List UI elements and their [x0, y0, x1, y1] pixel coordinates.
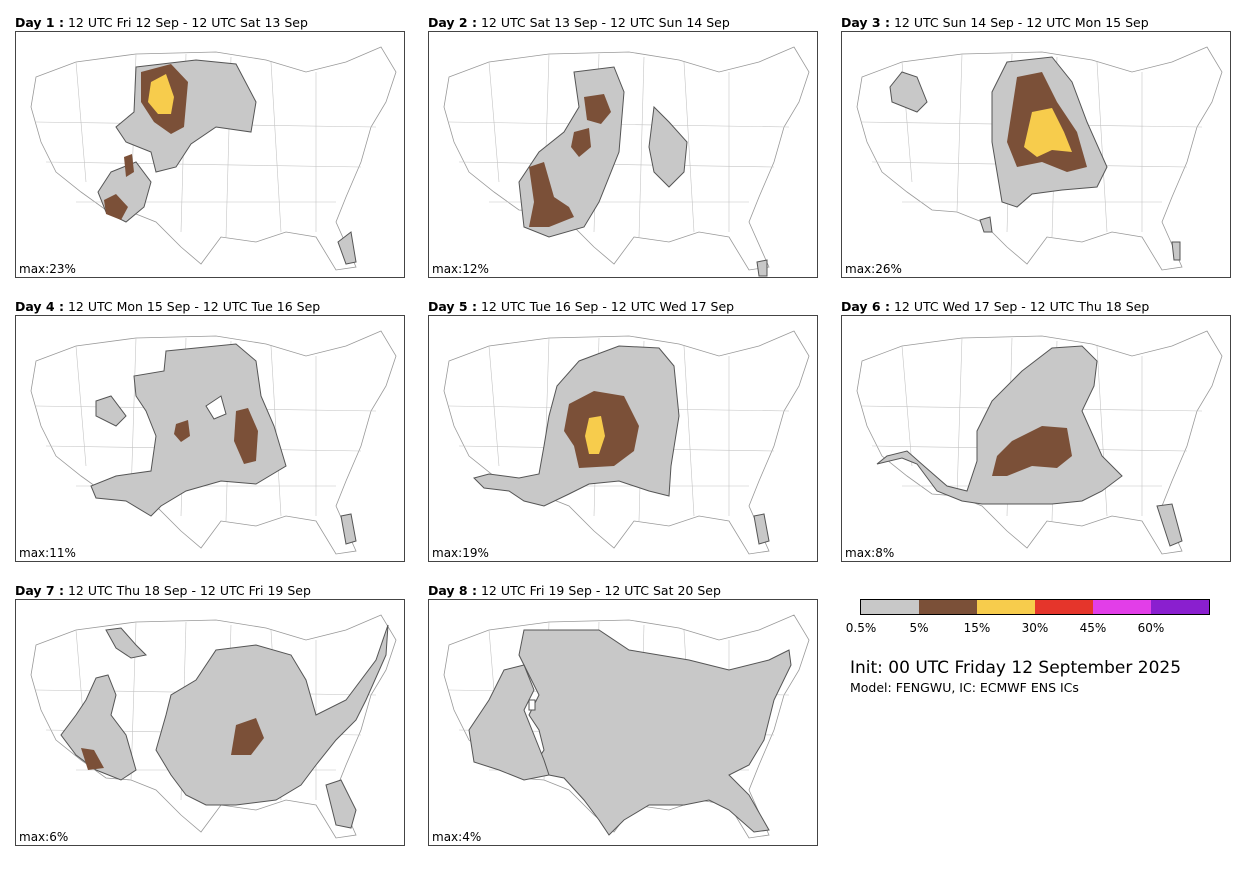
colorbar-segment: [919, 600, 977, 614]
init-time: Init: 00 UTC Friday 12 September 2025: [850, 658, 1182, 678]
max-value: max:23%: [19, 262, 76, 276]
panel-title: Day 8 : 12 UTC Fri 19 Sep - 12 UTC Sat 2…: [428, 583, 721, 598]
forecast-map: max:6%: [15, 599, 405, 846]
forecast-map: max:12%: [428, 31, 818, 278]
map-panel-day2: Day 2 : 12 UTC Sat 13 Sep - 12 UTC Sun 1…: [428, 15, 818, 278]
date-range: 12 UTC Fri 19 Sep - 12 UTC Sat 20 Sep: [480, 583, 721, 598]
max-value: max:4%: [432, 830, 482, 844]
colorbar-segment: [861, 600, 919, 614]
date-range: 12 UTC Fri 12 Sep - 12 UTC Sat 13 Sep: [67, 15, 308, 30]
forecast-map: max:23%: [15, 31, 405, 278]
colorbar-tick: 15%: [963, 621, 991, 635]
panel-title: Day 2 : 12 UTC Sat 13 Sep - 12 UTC Sun 1…: [428, 15, 730, 30]
map-panel-day5: Day 5 : 12 UTC Tue 16 Sep - 12 UTC Wed 1…: [428, 299, 818, 562]
day-label: Day 1 :: [15, 15, 64, 30]
panel-title: Day 1 : 12 UTC Fri 12 Sep - 12 UTC Sat 1…: [15, 15, 308, 30]
forecast-map: max:4%: [428, 599, 818, 846]
map-panel-day6: Day 6 : 12 UTC Wed 17 Sep - 12 UTC Thu 1…: [841, 299, 1231, 562]
date-range: 12 UTC Mon 15 Sep - 12 UTC Tue 16 Sep: [67, 299, 321, 314]
date-range: 12 UTC Tue 16 Sep - 12 UTC Wed 17 Sep: [480, 299, 735, 314]
map-panel-day4: Day 4 : 12 UTC Mon 15 Sep - 12 UTC Tue 1…: [15, 299, 405, 562]
model-info: Model: FENGWU, IC: ECMWF ENS ICs: [850, 680, 1079, 695]
date-range: 12 UTC Sat 13 Sep - 12 UTC Sun 14 Sep: [480, 15, 730, 30]
colorbar-segment: [1151, 600, 1209, 614]
forecast-map: max:19%: [428, 315, 818, 562]
panel-title: Day 3 : 12 UTC Sun 14 Sep - 12 UTC Mon 1…: [841, 15, 1149, 30]
colorbar-tick: 60%: [1137, 621, 1165, 635]
max-value: max:6%: [19, 830, 69, 844]
panel-title: Day 6 : 12 UTC Wed 17 Sep - 12 UTC Thu 1…: [841, 299, 1149, 314]
day-label: Day 2 :: [428, 15, 477, 30]
forecast-map: max:26%: [841, 31, 1231, 278]
colorbar-segment: [1093, 600, 1151, 614]
forecast-map: max:11%: [15, 315, 405, 562]
date-range: 12 UTC Sun 14 Sep - 12 UTC Mon 15 Sep: [893, 15, 1149, 30]
forecast-map: max:8%: [841, 315, 1231, 562]
map-panel-day1: Day 1 : 12 UTC Fri 12 Sep - 12 UTC Sat 1…: [15, 15, 405, 278]
panel-title: Day 4 : 12 UTC Mon 15 Sep - 12 UTC Tue 1…: [15, 299, 320, 314]
date-range: 12 UTC Wed 17 Sep - 12 UTC Thu 18 Sep: [893, 299, 1150, 314]
day-label: Day 6 :: [841, 299, 890, 314]
colorbar-tick: 30%: [1021, 621, 1049, 635]
max-value: max:11%: [19, 546, 76, 560]
date-range: 12 UTC Thu 18 Sep - 12 UTC Fri 19 Sep: [67, 583, 311, 598]
map-panel-day8: Day 8 : 12 UTC Fri 19 Sep - 12 UTC Sat 2…: [428, 583, 818, 846]
day-label: Day 8 :: [428, 583, 477, 598]
colorbar-segment: [977, 600, 1035, 614]
max-value: max:26%: [845, 262, 902, 276]
day-label: Day 4 :: [15, 299, 64, 314]
day-label: Day 5 :: [428, 299, 477, 314]
us-basemap: [443, 46, 810, 271]
colorbar-tick: 45%: [1079, 621, 1107, 635]
map-panel-day7: Day 7 : 12 UTC Thu 18 Sep - 12 UTC Fri 1…: [15, 583, 405, 846]
panel-title: Day 7 : 12 UTC Thu 18 Sep - 12 UTC Fri 1…: [15, 583, 311, 598]
max-value: max:19%: [432, 546, 489, 560]
colorbar-tick: 5%: [909, 621, 929, 635]
map-panel-day3: Day 3 : 12 UTC Sun 14 Sep - 12 UTC Mon 1…: [841, 15, 1231, 278]
colorbar-segment: [1035, 600, 1093, 614]
colorbar-legend: [860, 599, 1210, 615]
panel-title: Day 5 : 12 UTC Tue 16 Sep - 12 UTC Wed 1…: [428, 299, 734, 314]
max-value: max:8%: [845, 546, 895, 560]
colorbar-tick: 0.5%: [845, 621, 877, 635]
max-value: max:12%: [432, 262, 489, 276]
day-label: Day 7 :: [15, 583, 64, 598]
day-label: Day 3 :: [841, 15, 890, 30]
